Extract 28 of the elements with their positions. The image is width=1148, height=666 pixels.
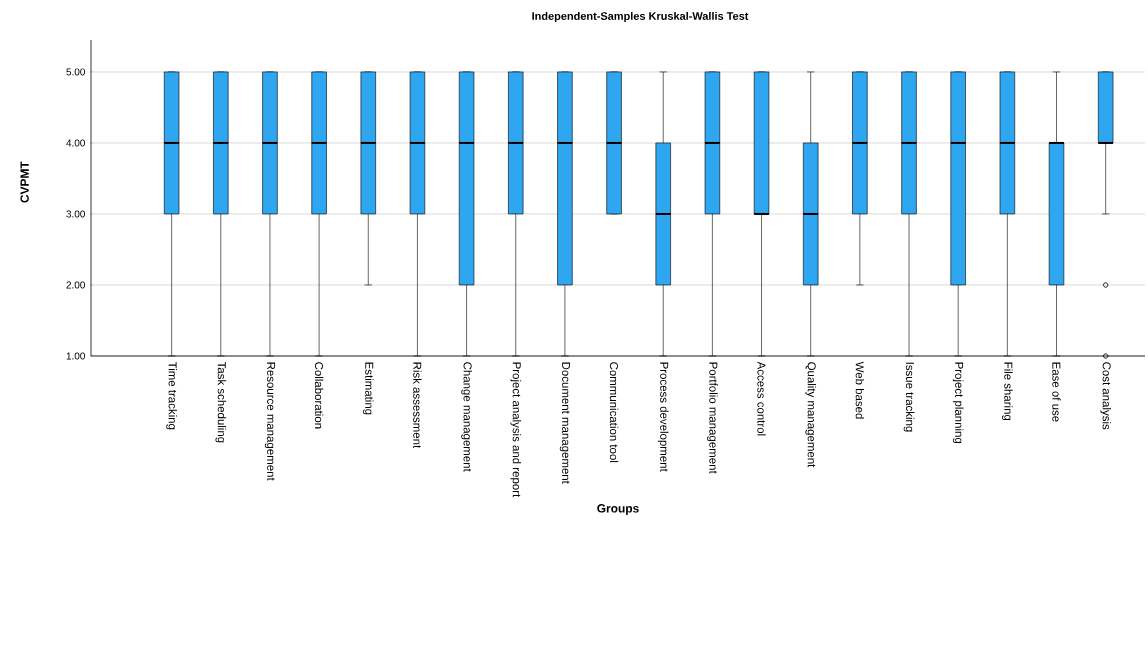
x-tick-label: Cost analysis <box>1100 362 1111 430</box>
y-tick-label: 3.00 <box>66 210 85 218</box>
x-tick-label: Project planning <box>952 362 964 444</box>
x-axis-title: Groups <box>597 504 639 515</box>
x-tick-label: Risk assessment <box>413 362 422 449</box>
y-tick-label: 4.00 <box>66 139 85 147</box>
x-tick-label: Portfolio management <box>707 362 718 474</box>
x-tick-label: Resource management <box>264 362 276 481</box>
x-tick-label: Ease of use <box>1052 362 1061 422</box>
x-tick-label: Web based <box>855 361 865 419</box>
x-tick-label: Communication tool <box>609 362 619 463</box>
x-tick-label: Change management <box>461 362 472 472</box>
x-tick-label: Issue tracking <box>903 362 915 432</box>
y-tick-label: 5.00 <box>66 68 85 76</box>
y-tick-label: 1.00 <box>66 352 85 360</box>
x-tick-label: Process development <box>657 362 669 472</box>
x-tick-label: File sharing <box>1002 362 1013 421</box>
x-tick-label: Time tracking <box>166 361 177 430</box>
chart-title: Independent-Samples Kruskal-Wallis Test <box>532 11 749 23</box>
x-tick-label: Collaboration <box>314 362 324 429</box>
x-tick-label: Task scheduling <box>215 361 227 443</box>
x-tick-label: Quality management <box>805 362 817 468</box>
x-tick-label: Estimating <box>362 362 374 415</box>
x-tick-label: Project analysis and report <box>510 362 522 498</box>
y-axis-title: CVPMT <box>20 161 29 203</box>
x-tick-label: Access control <box>757 361 766 436</box>
y-tick-label: 2.00 <box>66 281 85 289</box>
x-tick-label: Document management <box>559 362 571 484</box>
